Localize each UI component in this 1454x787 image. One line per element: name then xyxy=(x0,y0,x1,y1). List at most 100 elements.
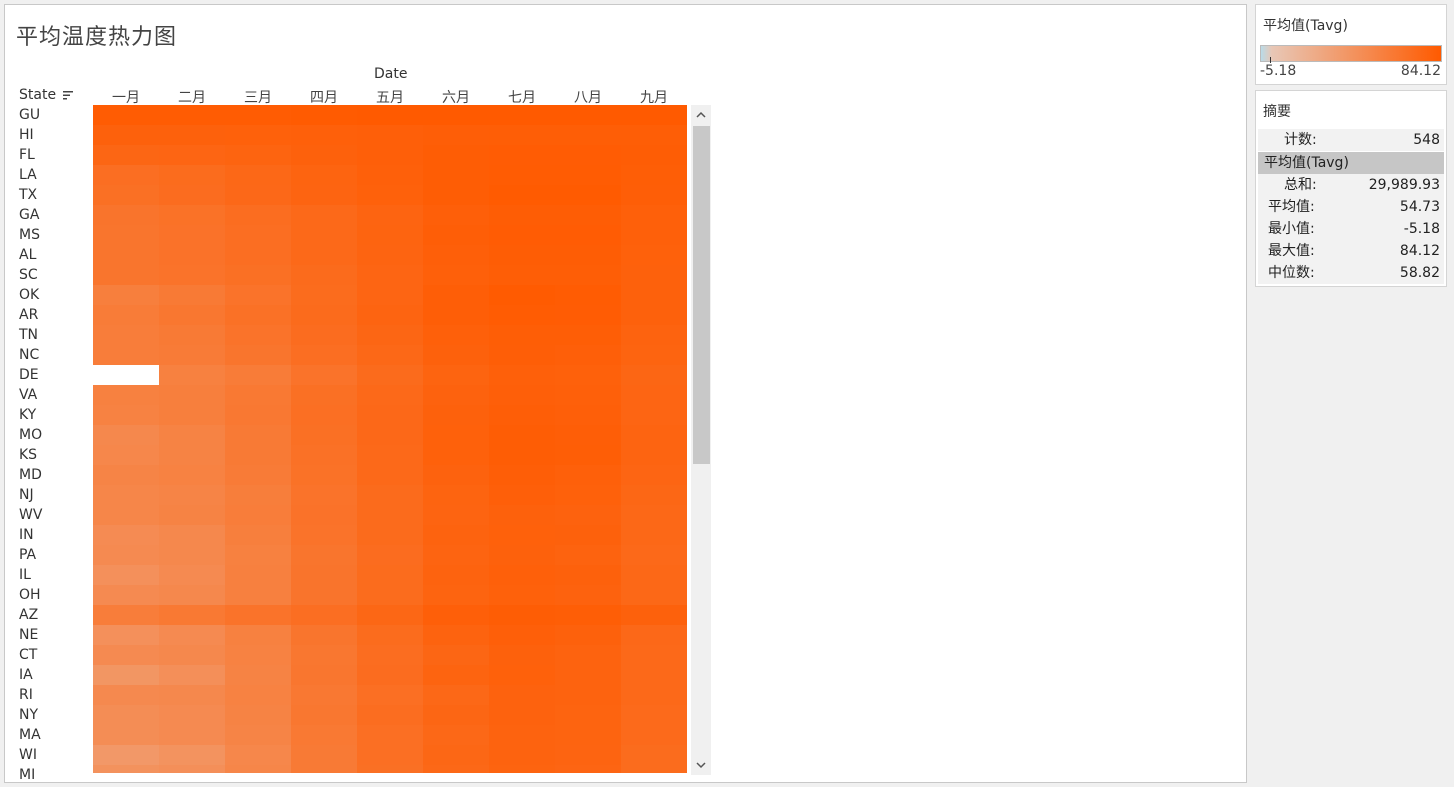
heatmap-cell[interactable] xyxy=(225,145,291,165)
heatmap-cell[interactable] xyxy=(489,225,555,245)
heatmap-cell[interactable] xyxy=(357,105,423,125)
heatmap-cell[interactable] xyxy=(423,385,489,405)
state-row-label[interactable]: TN xyxy=(19,327,39,343)
heatmap-cell[interactable] xyxy=(621,485,687,505)
heatmap-cell[interactable] xyxy=(159,365,225,385)
heatmap-cell[interactable] xyxy=(555,265,621,285)
heatmap-cell[interactable] xyxy=(555,585,621,605)
heatmap-cell[interactable] xyxy=(93,165,159,185)
heatmap-cell[interactable] xyxy=(423,665,489,685)
heatmap-cell[interactable] xyxy=(225,185,291,205)
heatmap-cell[interactable] xyxy=(93,465,159,485)
row-header[interactable]: State xyxy=(19,87,74,103)
heatmap-cell[interactable] xyxy=(93,485,159,505)
heatmap-cell[interactable] xyxy=(159,485,225,505)
heatmap-cell[interactable] xyxy=(423,345,489,365)
heatmap-cell[interactable] xyxy=(357,485,423,505)
heatmap-cell[interactable] xyxy=(489,745,555,765)
heatmap-cell[interactable] xyxy=(291,485,357,505)
heatmap-cell[interactable] xyxy=(423,525,489,545)
heatmap-cell[interactable] xyxy=(291,645,357,665)
heatmap-cell[interactable] xyxy=(225,725,291,745)
state-row-label[interactable]: MA xyxy=(19,727,41,743)
heatmap-cell[interactable] xyxy=(489,205,555,225)
heatmap-cell[interactable] xyxy=(225,485,291,505)
color-legend[interactable]: 平均值(Tavg) -5.18 84.12 xyxy=(1255,4,1447,85)
heatmap-cell[interactable] xyxy=(225,285,291,305)
heatmap-cell[interactable] xyxy=(423,145,489,165)
heatmap-cell[interactable] xyxy=(291,385,357,405)
heatmap-cell[interactable] xyxy=(621,585,687,605)
heatmap-cell[interactable] xyxy=(225,105,291,125)
heatmap-cell[interactable] xyxy=(159,665,225,685)
heatmap-cell[interactable] xyxy=(357,325,423,345)
heatmap-cell[interactable] xyxy=(357,605,423,625)
heatmap-cell[interactable] xyxy=(555,485,621,505)
heatmap-cell[interactable] xyxy=(555,665,621,685)
heatmap-cell[interactable] xyxy=(291,225,357,245)
heatmap-cell[interactable] xyxy=(423,265,489,285)
heatmap-cell[interactable] xyxy=(555,285,621,305)
heatmap-cell[interactable] xyxy=(423,405,489,425)
state-row-label[interactable]: DE xyxy=(19,367,39,383)
heatmap-cell[interactable] xyxy=(621,165,687,185)
heatmap-cell[interactable] xyxy=(93,765,159,773)
heatmap-cell[interactable] xyxy=(489,765,555,773)
heatmap-cell[interactable] xyxy=(423,465,489,485)
heatmap-cell[interactable] xyxy=(225,305,291,325)
heatmap-cell[interactable] xyxy=(423,745,489,765)
heatmap-cell[interactable] xyxy=(357,745,423,765)
heatmap-cell[interactable] xyxy=(291,585,357,605)
heatmap-cell[interactable] xyxy=(423,605,489,625)
heatmap-cell[interactable] xyxy=(489,685,555,705)
heatmap-cell[interactable] xyxy=(159,445,225,465)
heatmap-cell[interactable] xyxy=(555,205,621,225)
heatmap-cell[interactable] xyxy=(621,145,687,165)
heatmap-cell[interactable] xyxy=(555,445,621,465)
heatmap-cell[interactable] xyxy=(489,545,555,565)
heatmap-cell[interactable] xyxy=(93,705,159,725)
heatmap-cell[interactable] xyxy=(555,365,621,385)
heatmap-cell[interactable] xyxy=(423,205,489,225)
heatmap-cell[interactable] xyxy=(489,345,555,365)
heatmap-cell[interactable] xyxy=(423,685,489,705)
heatmap-cell[interactable] xyxy=(621,225,687,245)
heatmap-cell[interactable] xyxy=(225,585,291,605)
heatmap-cell[interactable] xyxy=(621,245,687,265)
heatmap-cell[interactable] xyxy=(621,185,687,205)
heatmap-cell[interactable] xyxy=(225,745,291,765)
heatmap-cell[interactable] xyxy=(159,525,225,545)
heatmap-cell[interactable] xyxy=(93,425,159,445)
state-row-label[interactable]: GA xyxy=(19,207,40,223)
state-row-label[interactable]: HI xyxy=(19,127,34,143)
heatmap-cell[interactable] xyxy=(225,225,291,245)
heatmap-cell[interactable] xyxy=(621,545,687,565)
state-row-label[interactable]: CT xyxy=(19,647,38,663)
heatmap-cell[interactable] xyxy=(159,685,225,705)
heatmap-cell[interactable] xyxy=(225,605,291,625)
heatmap-cell[interactable] xyxy=(93,665,159,685)
heatmap-cell[interactable] xyxy=(489,625,555,645)
state-row-label[interactable]: RI xyxy=(19,687,33,703)
heatmap-cell[interactable] xyxy=(621,125,687,145)
heatmap-cell[interactable] xyxy=(423,105,489,125)
heatmap-cell[interactable] xyxy=(357,405,423,425)
heatmap-cell[interactable] xyxy=(225,425,291,445)
heatmap-cell[interactable] xyxy=(423,225,489,245)
heatmap-cell[interactable] xyxy=(93,125,159,145)
heatmap-cell[interactable] xyxy=(93,325,159,345)
heatmap-cell[interactable] xyxy=(291,745,357,765)
heatmap-cell[interactable] xyxy=(489,405,555,425)
heatmap-cell[interactable] xyxy=(159,185,225,205)
heatmap-cell[interactable] xyxy=(555,165,621,185)
heatmap-cell[interactable] xyxy=(159,725,225,745)
heatmap-cell[interactable] xyxy=(291,165,357,185)
heatmap-cell[interactable] xyxy=(423,485,489,505)
heatmap-cell[interactable] xyxy=(555,465,621,485)
heatmap-cell[interactable] xyxy=(489,445,555,465)
state-row-label[interactable]: OH xyxy=(19,587,41,603)
heatmap-cell[interactable] xyxy=(621,705,687,725)
heatmap-cell[interactable] xyxy=(291,365,357,385)
heatmap-cell[interactable] xyxy=(159,285,225,305)
heatmap-cell[interactable] xyxy=(489,385,555,405)
